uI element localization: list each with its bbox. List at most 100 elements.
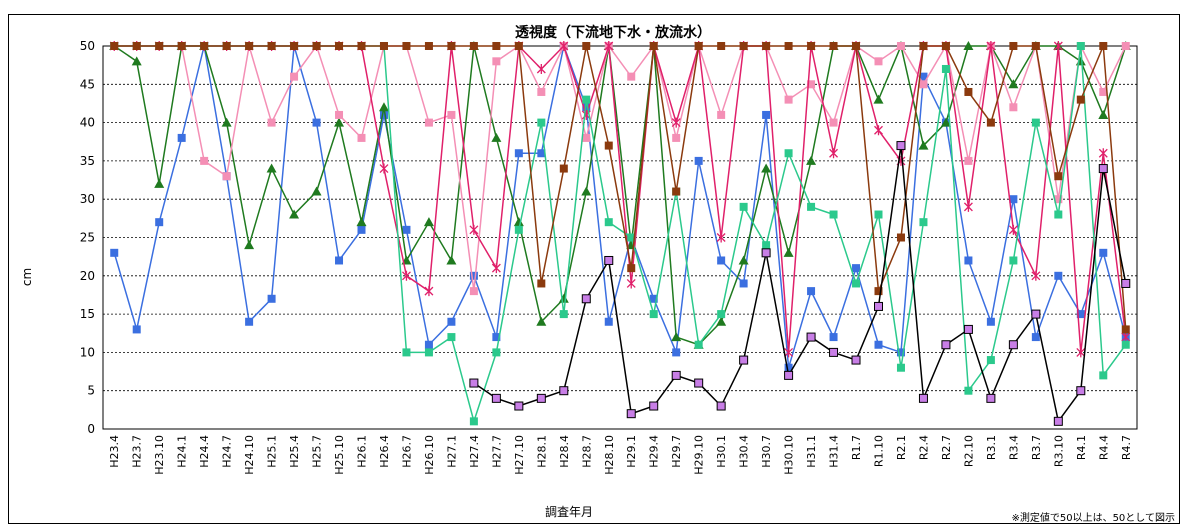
x-tick-label: H28.1	[535, 435, 548, 468]
x-tick-label: H31.1	[805, 435, 818, 468]
x-tick-label: R3.4	[1007, 435, 1020, 460]
data-point	[491, 263, 501, 274]
data-point	[717, 110, 726, 119]
series-line	[114, 43, 1127, 292]
data-point	[1121, 325, 1130, 334]
data-point	[177, 133, 186, 142]
data-point	[357, 133, 366, 142]
series-4	[110, 42, 1130, 426]
data-point	[379, 110, 388, 119]
footnote: ※測定値で50以上は、50として図示	[1011, 511, 1175, 524]
data-point	[671, 117, 681, 128]
data-point	[132, 42, 141, 50]
x-tick-label: H26.4	[378, 435, 391, 468]
data-point	[694, 42, 703, 50]
data-point	[245, 317, 254, 326]
data-point	[783, 247, 794, 257]
series-line	[114, 45, 1127, 330]
x-tick-label: H26.1	[356, 435, 369, 468]
data-point	[761, 248, 771, 258]
data-point	[851, 355, 861, 365]
data-point	[717, 256, 726, 265]
data-point	[582, 95, 591, 104]
data-point	[649, 42, 658, 50]
data-point	[537, 279, 546, 288]
data-point	[963, 201, 973, 212]
data-point	[1098, 109, 1109, 119]
data-point	[514, 225, 523, 234]
x-tick-label: R2.7	[940, 435, 953, 460]
data-point	[357, 42, 366, 50]
data-point	[649, 294, 658, 303]
data-point	[717, 310, 726, 319]
data-point	[1121, 332, 1131, 343]
x-tick-label: R2.4	[917, 435, 930, 460]
data-point	[672, 133, 681, 142]
data-point	[131, 56, 142, 66]
data-point	[267, 118, 276, 127]
data-point	[1054, 210, 1063, 219]
data-point	[940, 117, 951, 127]
x-tick-label: H28.7	[580, 435, 593, 468]
data-point	[963, 41, 974, 50]
data-point	[784, 363, 793, 372]
data-point	[378, 102, 389, 112]
series-5	[110, 42, 1130, 334]
data-point	[1031, 270, 1041, 281]
x-tick-label: H29.1	[625, 435, 638, 468]
data-point	[986, 118, 995, 127]
data-point	[852, 42, 861, 50]
x-tick-label: H23.7	[131, 435, 144, 468]
data-point	[447, 333, 456, 342]
data-point	[424, 286, 434, 297]
x-tick-label: H24.1	[176, 435, 189, 468]
data-point	[1008, 340, 1018, 350]
data-point	[739, 355, 749, 365]
x-tick-label: R3.10	[1052, 435, 1065, 467]
data-point	[1121, 42, 1130, 50]
data-point	[514, 149, 523, 158]
data-point	[155, 218, 164, 227]
data-point	[469, 287, 478, 296]
x-tick-label: H30.1	[715, 435, 728, 468]
data-point	[919, 72, 928, 81]
data-point	[1076, 310, 1085, 319]
data-point	[874, 210, 883, 219]
data-point	[604, 141, 613, 150]
y-tick-label: 50	[80, 39, 95, 53]
data-point	[558, 293, 569, 303]
data-point	[424, 340, 433, 349]
x-tick-label: H27.1	[445, 435, 458, 468]
data-point	[559, 310, 568, 319]
data-point	[627, 72, 636, 81]
data-point	[491, 132, 502, 142]
data-point	[402, 42, 411, 50]
x-tick-label: R3.7	[1030, 435, 1043, 460]
series-line	[113, 43, 1127, 368]
data-point	[290, 42, 299, 50]
data-point	[1031, 42, 1040, 50]
data-point	[335, 42, 344, 50]
x-tick-label: H29.7	[670, 435, 683, 468]
data-point	[716, 232, 726, 243]
data-point	[918, 393, 928, 403]
data-point	[155, 42, 164, 50]
data-point	[401, 270, 411, 281]
data-point	[626, 409, 636, 419]
data-point	[873, 94, 884, 104]
data-point	[1054, 271, 1063, 280]
data-point	[154, 178, 165, 188]
data-point	[200, 42, 209, 50]
y-tick-label: 25	[80, 231, 95, 245]
data-point	[1099, 87, 1108, 96]
data-point	[874, 301, 883, 311]
x-tick-label: H28.4	[558, 435, 571, 468]
x-tick-label: H29.4	[648, 435, 661, 468]
data-point	[537, 87, 546, 96]
data-point	[784, 95, 793, 104]
data-point	[446, 255, 457, 265]
series-group	[109, 41, 1131, 426]
x-tick-label: R4.7	[1120, 435, 1133, 460]
y-tick-label: 10	[80, 345, 95, 359]
data-point	[807, 287, 816, 296]
